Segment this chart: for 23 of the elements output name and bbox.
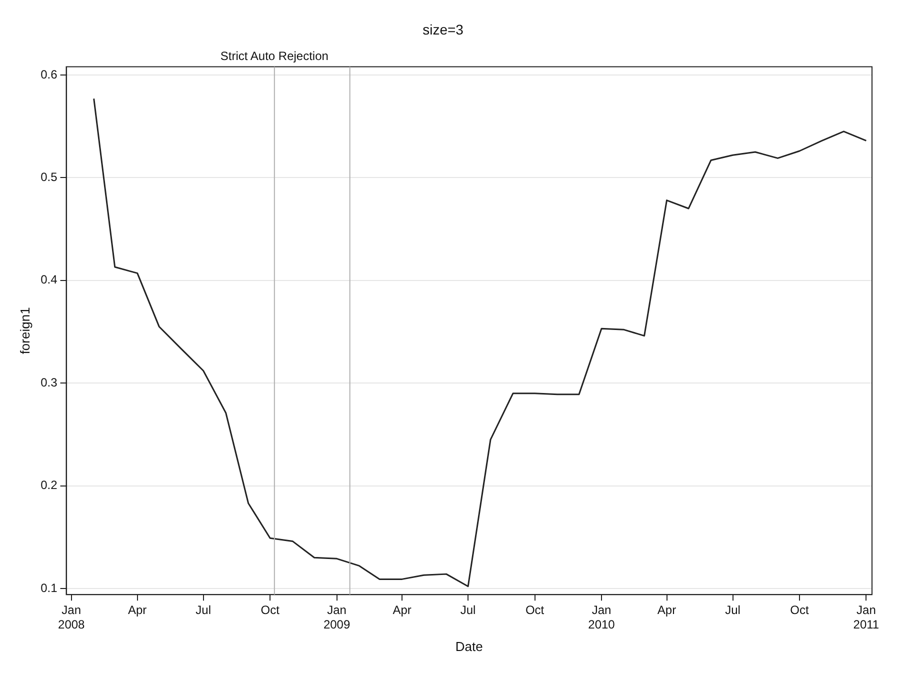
x-axis-title: Date	[455, 638, 483, 654]
y-tick-label: 0.1	[40, 580, 58, 595]
x-tick-label: Jul	[725, 603, 740, 618]
x-tick-label: Jan 2010	[588, 603, 616, 632]
x-tick-label: Oct	[525, 603, 545, 618]
x-tick-label: Jul	[196, 603, 212, 618]
x-tick-label: Apr	[392, 603, 412, 618]
y-axis-title: foreign1	[17, 307, 32, 354]
y-tick-label: 0.4	[40, 272, 58, 287]
x-tick-label: Oct	[790, 603, 810, 618]
y-tick-label: 0.5	[40, 170, 58, 184]
x-tick-label: Jul	[460, 603, 476, 618]
ref-line-label: Strict Auto Rejection	[220, 49, 328, 64]
x-tick-label: Oct	[260, 603, 280, 618]
x-tick-label: Jan 2008	[58, 603, 86, 632]
x-tick-label: Jan 2011	[853, 603, 880, 632]
y-tick-label: 0.2	[40, 478, 58, 492]
y-tick-label: 0.3	[40, 375, 58, 390]
x-tick-label: Jan 2009	[323, 603, 350, 632]
y-tick-label: 0.6	[40, 67, 58, 82]
x-tick-label: Apr	[128, 603, 147, 618]
chart-title: size=3	[422, 21, 464, 38]
x-tick-label: Apr	[657, 603, 676, 618]
